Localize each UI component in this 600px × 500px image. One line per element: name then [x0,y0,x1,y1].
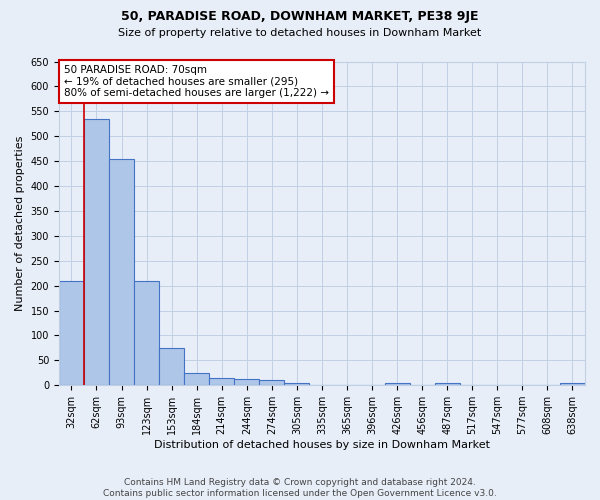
Bar [134,280,159,385]
X-axis label: Distribution of detached houses by size in Downham Market: Distribution of detached houses by size … [154,440,490,450]
Y-axis label: Number of detached properties: Number of detached properties [15,136,25,311]
Bar [84,119,109,385]
Text: 50, PARADISE ROAD, DOWNHAM MARKET, PE38 9JE: 50, PARADISE ROAD, DOWNHAM MARKET, PE38 … [121,10,479,23]
Text: 50 PARADISE ROAD: 70sqm
← 19% of detached houses are smaller (295)
80% of semi-d: 50 PARADISE ROAD: 70sqm ← 19% of detache… [64,64,329,98]
Bar [109,158,134,385]
Bar [560,382,585,385]
Bar [59,280,84,385]
Bar [184,373,209,385]
Bar [209,378,234,385]
Text: Size of property relative to detached houses in Downham Market: Size of property relative to detached ho… [118,28,482,38]
Bar [234,379,259,385]
Bar [284,382,310,385]
Bar [259,380,284,385]
Bar [159,348,184,385]
Bar [385,382,410,385]
Bar [434,382,460,385]
Text: Contains HM Land Registry data © Crown copyright and database right 2024.
Contai: Contains HM Land Registry data © Crown c… [103,478,497,498]
